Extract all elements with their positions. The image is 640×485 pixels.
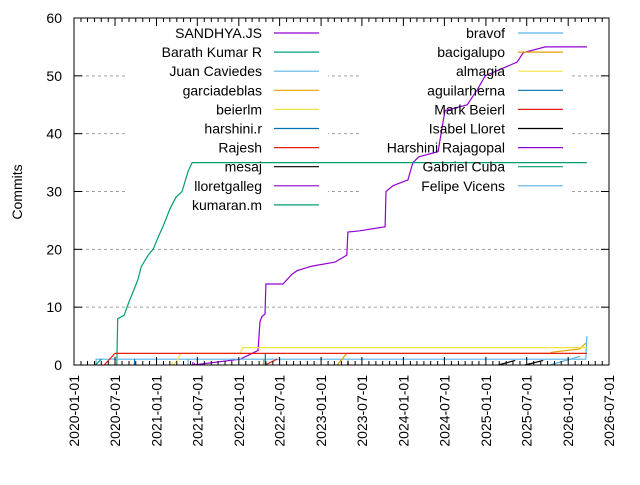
x-tick-label: 2025-01-01 xyxy=(478,375,494,447)
legend-label: Harshini Rajagopal xyxy=(387,140,505,156)
legend-label: beierlm xyxy=(216,101,262,117)
legend-label: bacigalupo xyxy=(437,44,505,60)
series-line-beierlm xyxy=(174,348,587,365)
x-tick-label: 2021-07-01 xyxy=(189,375,205,447)
x-tick-label: 2023-01-01 xyxy=(313,375,329,447)
legend-label: Gabriel Cuba xyxy=(423,159,506,175)
x-tick-label: 2022-01-01 xyxy=(231,375,247,447)
x-tick-label: 2021-01-01 xyxy=(149,375,165,447)
legend-label: mesaj xyxy=(225,159,262,175)
series-line-mark-beierl xyxy=(265,359,277,365)
legend-label: bravof xyxy=(466,25,505,41)
legend-label: Mark Beierl xyxy=(434,101,505,117)
legend-label: almagia xyxy=(456,63,505,79)
legend-label: SANDHYA.JS xyxy=(175,25,262,41)
legend-label: aguilarherna xyxy=(427,82,505,98)
legend-label: Juan Caviedes xyxy=(169,63,262,79)
y-axis-label: Commits xyxy=(9,164,25,219)
x-tick-label: 2020-07-01 xyxy=(107,375,123,447)
legend-label: Felipe Vicens xyxy=(421,178,505,194)
y-tick-label: 20 xyxy=(46,241,62,257)
legend-label: Isabel Lloret xyxy=(429,121,505,137)
x-tick-label: 2022-07-01 xyxy=(272,375,288,447)
legend-label: lloretgalleg xyxy=(194,178,262,194)
x-tick-label: 2025-07-01 xyxy=(519,375,535,447)
x-tick-label: 2024-07-01 xyxy=(436,375,452,447)
legend-label: Rajesh xyxy=(218,140,262,156)
legend-label: harshini.r xyxy=(204,121,262,137)
legend-label: kumaran.m xyxy=(192,197,262,213)
grid xyxy=(74,22,609,307)
x-tick-label: 2023-07-01 xyxy=(354,375,370,447)
y-tick-label: 60 xyxy=(46,10,62,26)
legend-label: Barath Kumar R xyxy=(162,44,262,60)
x-tick-label: 2026-01-01 xyxy=(560,375,576,447)
y-tick-label: 0 xyxy=(54,357,62,373)
x-tick-label: 2020-01-01 xyxy=(66,375,82,447)
x-tick-label: 2024-01-01 xyxy=(395,375,411,447)
y-tick-label: 30 xyxy=(46,184,62,200)
legend-label: garciadeblas xyxy=(183,82,262,98)
y-tick-label: 50 xyxy=(46,68,62,84)
x-tick-label: 2026-07-01 xyxy=(601,375,617,447)
y-tick-label: 40 xyxy=(46,126,62,142)
y-tick-label: 10 xyxy=(46,299,62,315)
